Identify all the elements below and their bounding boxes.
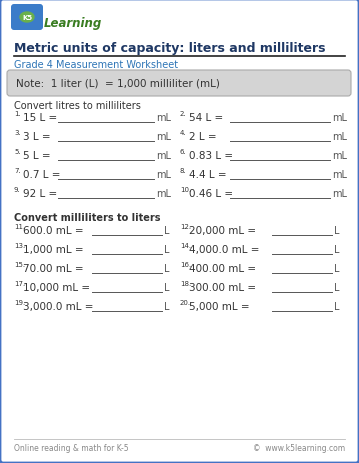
Text: 10.: 10. [180,187,191,193]
Text: 0.83 L =: 0.83 L = [189,150,236,161]
Text: 20.: 20. [180,300,191,305]
Text: 13.: 13. [14,243,25,249]
Text: 6.: 6. [180,149,187,155]
Text: 92 L =: 92 L = [23,188,61,199]
Text: L: L [164,225,169,236]
Text: 4.: 4. [180,130,187,136]
Text: 14.: 14. [180,243,191,249]
Text: 300.00 mL =: 300.00 mL = [189,282,259,292]
Text: 2 L =: 2 L = [189,131,220,142]
Text: mL: mL [156,131,171,142]
Text: L: L [334,263,340,274]
Text: L: L [334,301,340,311]
Text: 19.: 19. [14,300,25,305]
Text: Metric units of capacity: liters and milliliters: Metric units of capacity: liters and mil… [14,42,326,55]
Text: 10,000 mL =: 10,000 mL = [23,282,93,292]
Text: 7.: 7. [14,168,21,174]
Text: 5,000 mL =: 5,000 mL = [189,301,253,311]
Text: mL: mL [156,188,171,199]
Text: 1.: 1. [14,111,21,117]
FancyBboxPatch shape [11,5,43,31]
Text: 5 L =: 5 L = [23,150,54,161]
Text: ©  www.k5learning.com: © www.k5learning.com [253,443,345,452]
Text: mL: mL [332,188,347,199]
Text: 70.00 mL =: 70.00 mL = [23,263,87,274]
Text: mL: mL [156,169,171,180]
Text: 4.4 L =: 4.4 L = [189,169,230,180]
Text: Convert litres to milliliters: Convert litres to milliliters [14,101,141,111]
Text: 0.46 L =: 0.46 L = [189,188,236,199]
Text: 9.: 9. [14,187,21,193]
Text: L: L [164,263,169,274]
Text: Grade 4 Measurement Worksheet: Grade 4 Measurement Worksheet [14,60,178,70]
Text: L: L [334,225,340,236]
Text: mL: mL [332,150,347,161]
Text: mL: mL [332,113,347,123]
Text: 3 L =: 3 L = [23,131,54,142]
Text: L: L [164,301,169,311]
Text: 54 L =: 54 L = [189,113,227,123]
Text: 4,000.0 mL =: 4,000.0 mL = [189,244,263,255]
Text: 1,000 mL =: 1,000 mL = [23,244,87,255]
Text: L: L [334,282,340,292]
Text: 0.7 L =: 0.7 L = [23,169,64,180]
Text: 3.: 3. [14,130,21,136]
Text: Online reading & math for K-5: Online reading & math for K-5 [14,443,129,452]
Text: 2.: 2. [180,111,187,117]
Text: L: L [164,282,169,292]
Text: Convert milliliters to liters: Convert milliliters to liters [14,213,160,223]
Text: L: L [334,244,340,255]
FancyBboxPatch shape [7,71,351,97]
Text: 5.: 5. [14,149,20,155]
Ellipse shape [20,13,34,23]
Text: 16.: 16. [180,262,191,268]
Text: mL: mL [332,131,347,142]
Text: mL: mL [332,169,347,180]
Text: 11.: 11. [14,224,25,230]
Text: 3,000.0 mL =: 3,000.0 mL = [23,301,97,311]
Text: 15.: 15. [14,262,25,268]
Text: mL: mL [156,113,171,123]
Text: 15 L =: 15 L = [23,113,61,123]
Text: Learning: Learning [44,18,102,31]
Text: Note:  1 liter (L)  = 1,000 milliliter (mL): Note: 1 liter (L) = 1,000 milliliter (mL… [16,79,220,89]
Text: 400.00 mL =: 400.00 mL = [189,263,259,274]
Text: K5: K5 [22,15,32,21]
Text: 20,000 mL =: 20,000 mL = [189,225,259,236]
Text: 8.: 8. [180,168,187,174]
Text: mL: mL [156,150,171,161]
Text: 18.: 18. [180,281,191,287]
Text: 17.: 17. [14,281,25,287]
Text: 600.0 mL =: 600.0 mL = [23,225,87,236]
Text: 12.: 12. [180,224,191,230]
Text: L: L [164,244,169,255]
